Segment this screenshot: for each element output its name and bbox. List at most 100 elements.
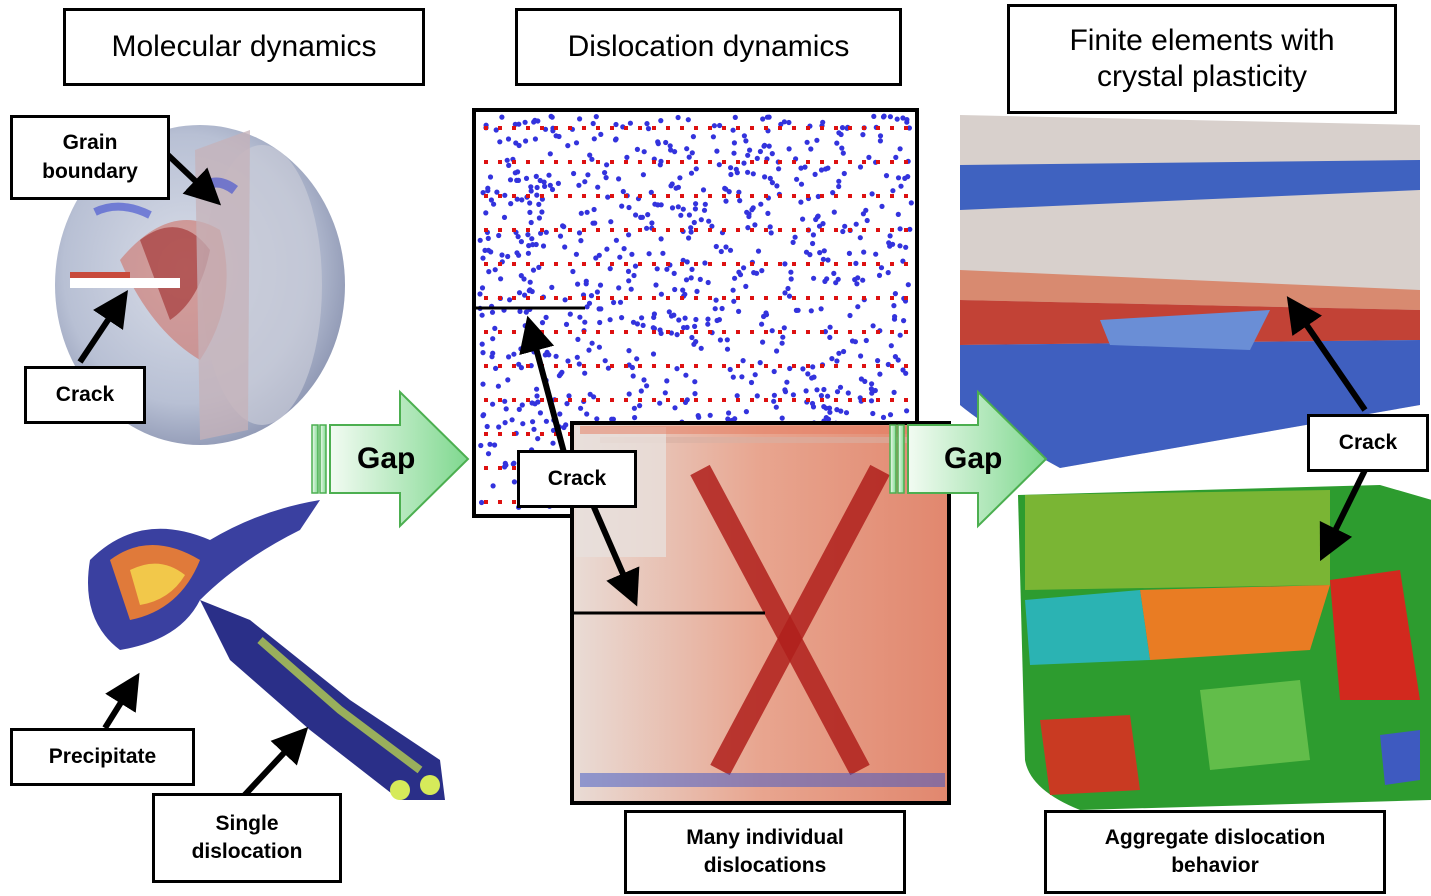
obstacle-dot bbox=[876, 194, 880, 198]
arrow-single-dislocation bbox=[237, 726, 309, 803]
dislocation-dot bbox=[535, 399, 541, 405]
dislocation-dot bbox=[901, 318, 907, 324]
arrow-crack-dd-down bbox=[587, 496, 640, 607]
dislocation-dot bbox=[562, 297, 568, 303]
pointer-arrows bbox=[77, 152, 1368, 803]
dislocation-dot bbox=[818, 393, 825, 399]
dislocation-dot bbox=[780, 334, 786, 340]
dislocation-dot bbox=[809, 400, 816, 407]
obstacle-dot bbox=[890, 126, 894, 130]
obstacle-dot bbox=[596, 398, 600, 402]
dislocation-dot bbox=[771, 392, 778, 398]
obstacle-dot bbox=[568, 160, 572, 164]
label-crack-md-text: Crack bbox=[55, 382, 115, 406]
dislocation-dot bbox=[764, 114, 771, 120]
obstacle-dot bbox=[890, 330, 894, 334]
dislocation-dot bbox=[617, 254, 623, 260]
obstacle-dot bbox=[652, 330, 656, 334]
dislocation-dot bbox=[698, 217, 704, 223]
dislocation-dot bbox=[730, 127, 736, 133]
dislocation-dot bbox=[504, 157, 510, 163]
dislocation-dot bbox=[602, 170, 608, 176]
dislocation-dot bbox=[776, 166, 782, 172]
dislocation-dot bbox=[492, 325, 498, 331]
dislocation-dot bbox=[838, 131, 844, 138]
dislocation-dot bbox=[869, 390, 875, 396]
dislocation-dot bbox=[672, 286, 678, 293]
obstacle-dot bbox=[680, 398, 684, 402]
obstacle-dot bbox=[624, 160, 628, 164]
dislocation-dot bbox=[502, 420, 508, 426]
obstacle-dot bbox=[904, 398, 908, 402]
dislocation-dot bbox=[820, 119, 826, 125]
dislocation-dot bbox=[860, 132, 866, 138]
obstacle-dot bbox=[610, 194, 614, 198]
dislocation-dot bbox=[480, 255, 486, 261]
dislocation-dot bbox=[584, 411, 590, 417]
dislocation-dot bbox=[781, 119, 788, 125]
dislocation-dot bbox=[563, 321, 570, 327]
dislocation-dot bbox=[565, 358, 571, 364]
obstacle-dot bbox=[764, 364, 768, 368]
obstacle-dot bbox=[484, 364, 488, 368]
dislocation-dot bbox=[752, 372, 758, 378]
dislocation-dot bbox=[760, 116, 766, 122]
dislocation-dot bbox=[560, 223, 566, 229]
dislocation-dot bbox=[657, 162, 663, 168]
dislocation-dot bbox=[747, 147, 753, 153]
label-many-dislocations: Many individual dislocations bbox=[624, 810, 906, 894]
dislocation-dot bbox=[578, 238, 584, 244]
dislocation-dot bbox=[547, 151, 553, 157]
dislocation-dot bbox=[736, 189, 742, 195]
obstacle-dot bbox=[512, 432, 516, 436]
obstacle-dot bbox=[484, 398, 488, 402]
obstacle-dot bbox=[694, 296, 698, 300]
dislocation-dot bbox=[786, 146, 792, 152]
obstacle-dot bbox=[512, 194, 516, 198]
dislocation-dot bbox=[480, 413, 486, 419]
dislocation-dot bbox=[619, 203, 625, 209]
dislocation-dot bbox=[490, 401, 496, 407]
obstacle-dot bbox=[834, 330, 838, 334]
dislocation-dot bbox=[511, 351, 517, 357]
dislocation-dot bbox=[516, 121, 522, 127]
dislocation-dot bbox=[834, 140, 840, 146]
dislocation-dot bbox=[675, 204, 681, 210]
obstacle-dot bbox=[862, 194, 866, 198]
obstacle-dot bbox=[862, 160, 866, 164]
dislocation-dot bbox=[617, 299, 624, 305]
dislocation-dot bbox=[847, 312, 853, 319]
obstacle-dot bbox=[568, 364, 572, 368]
dd-heatmap-pattern bbox=[576, 426, 945, 787]
obstacle-dot bbox=[876, 364, 880, 368]
dislocation-dot bbox=[495, 383, 501, 389]
obstacle-dot bbox=[652, 194, 656, 198]
obstacle-dot bbox=[848, 194, 852, 198]
dislocation-dot bbox=[894, 116, 900, 122]
dislocation-dot bbox=[506, 354, 512, 360]
dislocation-dot bbox=[536, 264, 542, 270]
dislocation-dot bbox=[494, 189, 500, 195]
obstacle-dot bbox=[862, 228, 866, 232]
dislocation-dot bbox=[693, 316, 699, 323]
obstacle-dot bbox=[526, 160, 530, 164]
obstacle-dot bbox=[498, 330, 502, 334]
obstacle-dot bbox=[736, 194, 740, 198]
dislocation-dot bbox=[534, 184, 540, 191]
gap-arrow-left bbox=[311, 389, 470, 529]
dislocation-dot bbox=[858, 376, 865, 382]
obstacle-dot bbox=[652, 364, 656, 368]
dislocation-dot bbox=[809, 375, 815, 381]
dislocation-dot bbox=[583, 281, 589, 287]
dislocation-dot bbox=[734, 393, 740, 399]
obstacle-dot bbox=[904, 160, 908, 164]
dislocation-dot bbox=[805, 371, 811, 377]
dislocation-dot bbox=[906, 125, 913, 131]
dislocation-dot bbox=[726, 410, 732, 416]
obstacle-dot bbox=[484, 194, 488, 198]
dislocation-dot bbox=[644, 121, 650, 127]
dislocation-dot bbox=[693, 166, 699, 172]
label-single-dislocation-text: Single dislocation bbox=[191, 811, 303, 863]
dislocation-dot bbox=[680, 287, 686, 293]
